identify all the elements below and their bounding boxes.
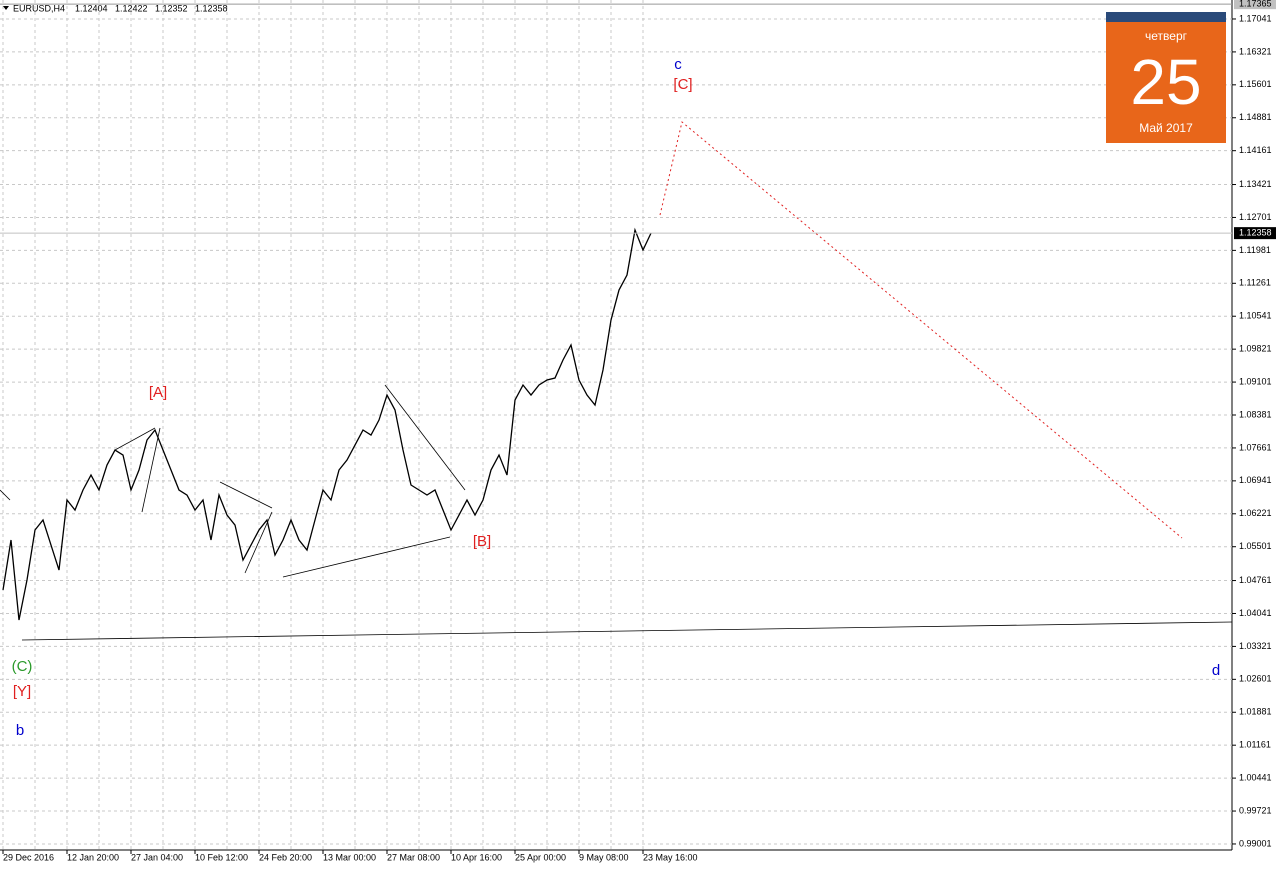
calendar-month: Май 2017 xyxy=(1139,121,1193,135)
y-tick-label: 1.07661 xyxy=(1239,442,1272,452)
trend-line xyxy=(114,427,156,451)
wave-label: c xyxy=(674,56,682,73)
price-line xyxy=(2,227,652,621)
projection-line xyxy=(659,121,1183,539)
ohlc-value: 1.12358 xyxy=(195,3,228,13)
x-tick-label: 10 Feb 12:00 xyxy=(195,852,248,862)
y-tick-label: 1.03321 xyxy=(1239,641,1272,651)
y-tick-label: 1.14161 xyxy=(1239,145,1272,155)
wave-label: b xyxy=(16,722,24,739)
y-tick-label: 0.99721 xyxy=(1239,805,1272,815)
ohlc-value: 1.12352 xyxy=(155,3,188,13)
x-tick-label: 25 Apr 00:00 xyxy=(515,852,566,862)
y-tick-label: 1.12701 xyxy=(1239,212,1272,222)
grid xyxy=(0,0,1232,850)
x-tick-label: 29 Dec 2016 xyxy=(3,852,54,862)
wave-label: (C) xyxy=(12,658,33,675)
y-tick-label: 1.15601 xyxy=(1239,79,1272,89)
y-tick-label: 1.17041 xyxy=(1239,13,1272,23)
ohlc-value: 1.12422 xyxy=(115,3,148,13)
x-tick-label: 27 Jan 04:00 xyxy=(131,852,183,862)
wave-label: [Y] xyxy=(13,683,31,700)
y-tick-label: 0.99001 xyxy=(1239,838,1272,848)
y-tick-label: 1.04761 xyxy=(1239,575,1272,585)
y-tick-label: 1.01881 xyxy=(1239,707,1272,717)
high-marker-label: 1.17365 xyxy=(1239,0,1272,9)
y-tick-label: 1.16321 xyxy=(1239,46,1272,56)
calendar-day: 25 xyxy=(1130,46,1201,118)
y-tick-label: 1.02601 xyxy=(1239,674,1272,684)
trend-line xyxy=(244,511,273,574)
trend-line xyxy=(141,427,161,513)
y-tick-label: 1.06221 xyxy=(1239,508,1272,518)
calendar-rings xyxy=(1106,12,1226,22)
y-tick-label: 1.08381 xyxy=(1239,409,1272,419)
support-line xyxy=(21,621,1233,641)
y-tick-label: 1.13421 xyxy=(1239,179,1272,189)
y-tick-label: 1.01161 xyxy=(1239,740,1271,750)
x-tick-label: 12 Jan 20:00 xyxy=(67,852,119,862)
wave-label: d xyxy=(1212,662,1220,679)
x-tick-label: 10 Apr 16:00 xyxy=(451,852,502,862)
y-tick-label: 1.09821 xyxy=(1239,344,1272,354)
y-tick-label: 1.04041 xyxy=(1239,608,1272,618)
trend-line xyxy=(384,384,466,491)
calendar-body xyxy=(1106,12,1226,143)
current-price-box xyxy=(1234,227,1276,240)
x-tick-label: 24 Feb 20:00 xyxy=(259,852,312,862)
calendar: четверг 25 Май 2017 xyxy=(1106,12,1226,143)
wave-label: [A] xyxy=(149,384,167,401)
y-tick-label: 1.11981 xyxy=(1239,245,1271,255)
y-tick-label: 1.05501 xyxy=(1239,541,1272,551)
wave-label: [C] xyxy=(673,76,692,93)
y-tick-label: 1.11261 xyxy=(1239,278,1271,288)
x-tick-label: 9 May 08:00 xyxy=(579,852,629,862)
y-tick-label: 1.09101 xyxy=(1239,376,1272,386)
wave-label: [B] xyxy=(473,533,491,550)
y-tick-label: 1.06941 xyxy=(1239,475,1272,485)
x-tick-label: 23 May 16:00 xyxy=(643,852,698,862)
plot xyxy=(2,227,652,621)
ohlc-value: 1.12404 xyxy=(75,3,108,13)
y-tick-label: 1.10541 xyxy=(1239,311,1272,321)
trend-lines xyxy=(0,384,1233,641)
x-tick-label: 13 Mar 00:00 xyxy=(323,852,376,862)
current-price-label: 1.12358 xyxy=(1239,228,1272,238)
x-tick-label: 27 Mar 08:00 xyxy=(387,852,440,862)
trend-line xyxy=(219,481,273,509)
symbol-title: EURUSD,H4 xyxy=(13,3,65,13)
high-marker-box xyxy=(1234,0,1276,10)
y-tick-label: 1.14881 xyxy=(1239,112,1272,122)
trend-line xyxy=(0,489,11,501)
y-tick-label: 1.00441 xyxy=(1239,772,1272,782)
trend-line xyxy=(282,536,451,578)
calendar-weekday: четверг xyxy=(1145,29,1188,43)
menu-arrow xyxy=(3,6,9,10)
